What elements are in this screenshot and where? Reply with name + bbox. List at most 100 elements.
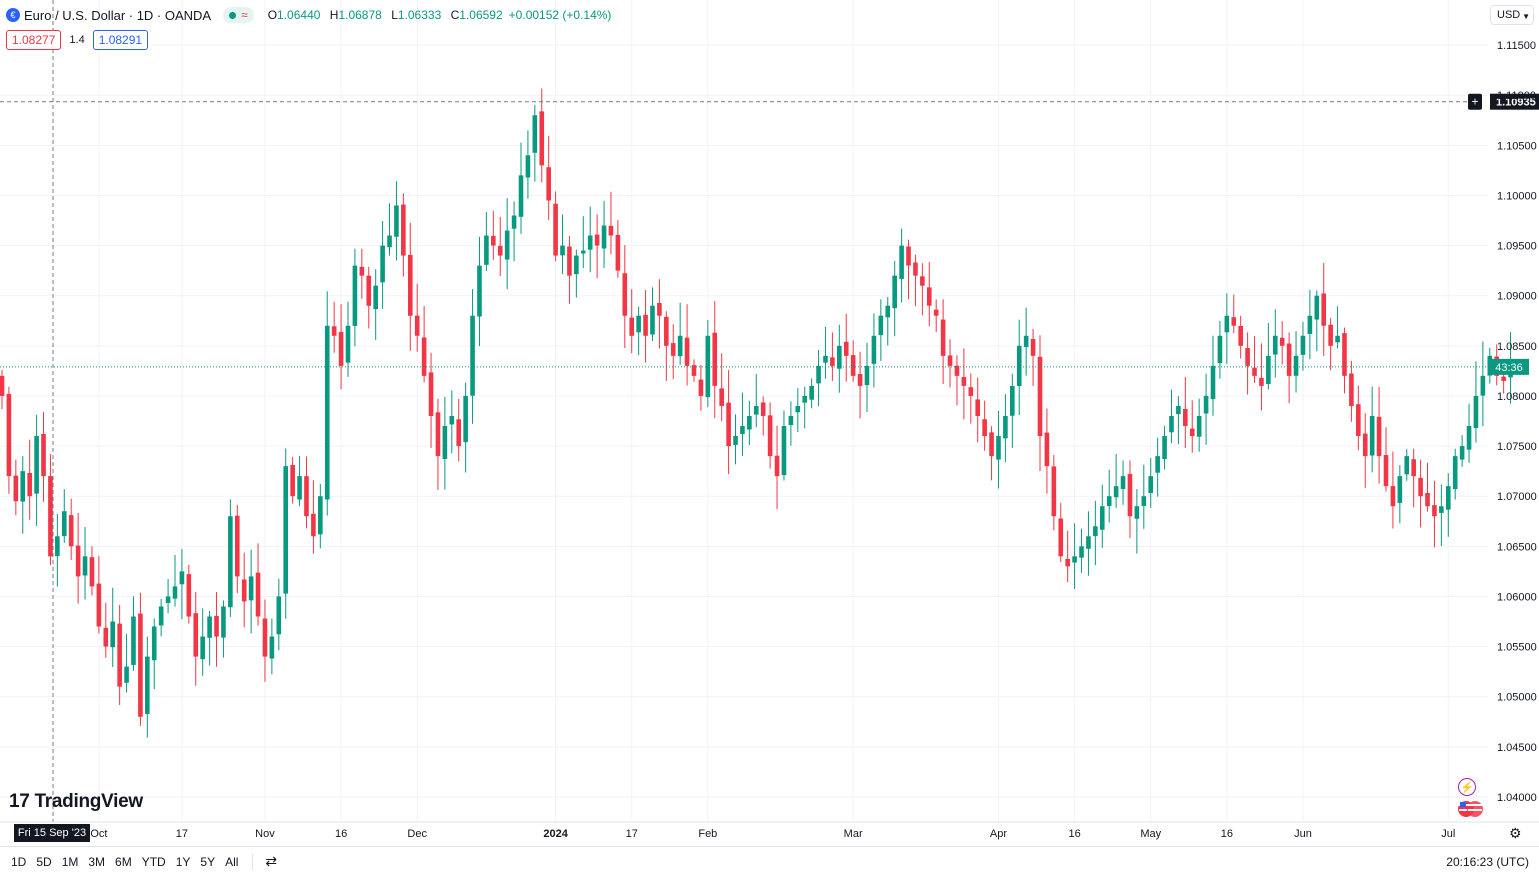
range-1m-button[interactable]: 1M: [61, 854, 79, 869]
candle-body: [968, 387, 974, 396]
candle-body: [110, 621, 116, 648]
us-flag-icon[interactable]: [1457, 800, 1487, 818]
candle-body: [926, 287, 932, 306]
candle-body: [311, 513, 316, 537]
candle-body: [712, 332, 718, 386]
candle-body: [1369, 415, 1375, 456]
buy-button[interactable]: 1.08291: [92, 30, 149, 50]
price-axis[interactable]: 1.04000 1.04500 1.05000 1.05500 1.06000 1.065…: [1497, 40, 1537, 804]
candle-body: [214, 615, 219, 637]
y-tick-label: 1.05000: [1497, 692, 1537, 704]
candle-body: [1425, 492, 1430, 507]
buy-sell-panel: 1.08277 1.4 1.08291: [6, 30, 149, 50]
candle-body: [82, 556, 88, 576]
candle-body: [1259, 377, 1264, 386]
candle-body: [518, 175, 524, 217]
candle-body: [615, 234, 621, 271]
low-value: 1.06333: [397, 8, 442, 22]
candle-body: [850, 355, 856, 376]
candle-body: [145, 656, 150, 714]
x-tick-label: Jul: [1441, 828, 1455, 840]
candle-body: [477, 265, 482, 317]
candle-body: [359, 266, 365, 276]
candle-body: [61, 511, 67, 537]
candle-body: [1169, 415, 1174, 433]
y-tick-label: 1.10000: [1497, 190, 1537, 202]
candle-body: [401, 204, 406, 256]
candle-body: [1356, 404, 1361, 437]
candle-body: [878, 315, 884, 336]
lightning-icon[interactable]: ⚡: [1458, 778, 1476, 796]
candle-body: [234, 515, 240, 577]
toolbar-divider: [252, 853, 254, 870]
go-to-date-icon[interactable]: ⇄: [265, 853, 278, 869]
candle-body: [55, 536, 60, 557]
candle-body: [1459, 446, 1465, 460]
range-5y-button[interactable]: 5Y: [200, 854, 216, 869]
y-tick-label: 1.06500: [1497, 541, 1537, 553]
range-5d-button[interactable]: 5D: [36, 854, 52, 869]
gear-icon[interactable]: ⚙: [1509, 825, 1522, 841]
sell-button[interactable]: 1.08277: [6, 30, 62, 50]
candle-body: [1210, 365, 1216, 400]
euro-symbol-icon: €: [6, 8, 20, 22]
tradingview-logo[interactable]: 17 TradingView: [9, 791, 143, 813]
candle-body: [871, 335, 877, 364]
candle-body: [6, 394, 12, 477]
candlestick-series: [0, 88, 1513, 738]
y-tick-label: 1.10500: [1497, 140, 1537, 152]
candle-body: [1134, 506, 1140, 519]
candle-body: [1418, 477, 1423, 497]
candle-body: [96, 583, 102, 627]
candle-body: [1155, 456, 1160, 473]
y-tick-label: 1.09000: [1497, 291, 1537, 303]
utc-clock[interactable]: 20:16:23 (UTC): [1446, 855, 1529, 869]
candle-body: [151, 626, 157, 661]
symbol-title[interactable]: Euro / U.S. Dollar · 1D · OANDA: [24, 7, 212, 23]
candle-body: [608, 225, 614, 236]
y-tick-label: 1.08000: [1497, 391, 1537, 403]
candle-body: [1342, 333, 1347, 376]
candle-body: [428, 372, 434, 416]
range-1d-button[interactable]: 1D: [11, 854, 27, 869]
candle-body: [186, 574, 192, 617]
candle-body: [733, 436, 738, 445]
candle-body: [691, 365, 697, 376]
candle-body: [560, 245, 565, 256]
candle-body: [158, 606, 164, 626]
open-value: 1.06440: [277, 8, 321, 22]
candle-body: [1148, 476, 1154, 494]
candle-body: [1224, 315, 1230, 333]
range-all-button[interactable]: All: [225, 854, 239, 869]
x-tick-label: 16: [335, 828, 347, 840]
range-1y-button[interactable]: 1Y: [175, 854, 191, 869]
candle-body: [788, 415, 794, 426]
time-axis[interactable]: Oct 17 Nov 16 Dec 2024 17 Feb Mar Apr 16 May 16 Jun Ju…: [0, 821, 1539, 840]
currency-selector[interactable]: USD ▼: [1490, 5, 1534, 25]
range-ytd-button[interactable]: YTD: [141, 854, 166, 869]
candle-body: [387, 235, 392, 248]
candle-body: [449, 415, 455, 425]
chart-overlays: +1.10935 43:36: [0, 0, 1539, 822]
candle-body: [1217, 335, 1223, 364]
market-status-pill[interactable]: ≈: [223, 7, 254, 23]
candle-body: [1362, 433, 1368, 457]
range-3m-button[interactable]: 3M: [88, 854, 106, 869]
candle-body: [366, 275, 372, 306]
tradingview-wordmark: TradingView: [34, 791, 144, 812]
candle-body: [380, 245, 385, 283]
candle-body: [1044, 432, 1050, 467]
crosshair-plus-glyph: +: [1471, 95, 1478, 109]
crosshair-price-tag: [1490, 93, 1539, 110]
bottom-toolbar: 1D 5D 1M 3M 6M YTD 1Y 5Y All ⇄ 20:16:23 …: [0, 846, 1539, 876]
candle-body: [470, 315, 475, 396]
candle-body: [1314, 295, 1320, 320]
candle-body: [1390, 486, 1396, 507]
candle-body: [1404, 456, 1410, 475]
candle-body: [740, 426, 745, 434]
candle-body: [954, 365, 960, 376]
range-6m-button[interactable]: 6M: [115, 854, 132, 869]
last-price-tag: [1489, 358, 1529, 375]
candle-body: [601, 225, 607, 249]
